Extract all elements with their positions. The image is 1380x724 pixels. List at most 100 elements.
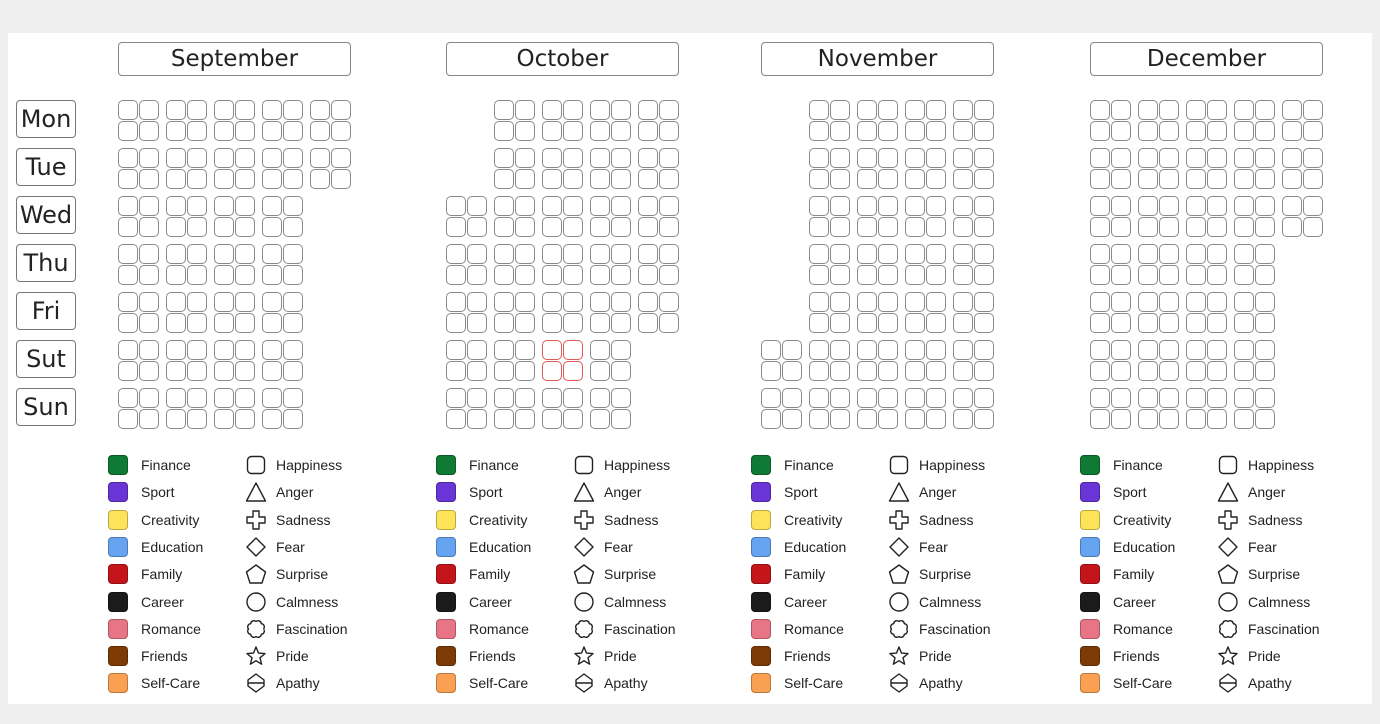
day-quadrant[interactable]	[590, 409, 610, 429]
day-quadrant[interactable]	[1303, 121, 1323, 141]
day-cell[interactable]	[1186, 100, 1228, 142]
day-quadrant[interactable]	[974, 292, 994, 312]
day-quadrant[interactable]	[467, 217, 487, 237]
day-cell[interactable]	[262, 196, 304, 238]
day-quadrant[interactable]	[467, 361, 487, 381]
day-quadrant[interactable]	[659, 148, 679, 168]
day-quadrant[interactable]	[1234, 265, 1254, 285]
day-quadrant[interactable]	[467, 313, 487, 333]
day-quadrant[interactable]	[638, 217, 658, 237]
day-quadrant[interactable]	[166, 196, 186, 216]
day-quadrant[interactable]	[830, 121, 850, 141]
day-quadrant[interactable]	[974, 265, 994, 285]
day-quadrant[interactable]	[857, 217, 877, 237]
day-quadrant[interactable]	[1159, 292, 1179, 312]
day-cell[interactable]	[118, 100, 160, 142]
day-quadrant[interactable]	[1090, 217, 1110, 237]
day-quadrant[interactable]	[638, 121, 658, 141]
day-quadrant[interactable]	[118, 388, 138, 408]
day-cell[interactable]	[857, 148, 899, 190]
day-quadrant[interactable]	[953, 265, 973, 285]
day-quadrant[interactable]	[782, 409, 802, 429]
day-cell-highlighted[interactable]	[542, 340, 584, 382]
day-cell[interactable]	[262, 292, 304, 334]
day-quadrant[interactable]	[139, 313, 159, 333]
day-quadrant[interactable]	[446, 196, 466, 216]
day-quadrant[interactable]	[1234, 121, 1254, 141]
day-cell[interactable]	[1138, 340, 1180, 382]
day-quadrant[interactable]	[1255, 265, 1275, 285]
day-quadrant[interactable]	[139, 148, 159, 168]
day-cell[interactable]	[1282, 196, 1324, 238]
day-quadrant[interactable]	[1111, 244, 1131, 264]
day-quadrant[interactable]	[1138, 313, 1158, 333]
day-quadrant[interactable]	[1282, 196, 1302, 216]
day-quadrant[interactable]	[1159, 148, 1179, 168]
day-quadrant[interactable]	[214, 244, 234, 264]
day-quadrant[interactable]	[542, 148, 562, 168]
day-quadrant[interactable]	[235, 121, 255, 141]
day-quadrant[interactable]	[515, 217, 535, 237]
day-quadrant[interactable]	[809, 361, 829, 381]
day-quadrant[interactable]	[1303, 217, 1323, 237]
day-quadrant[interactable]	[1090, 313, 1110, 333]
day-cell[interactable]	[214, 148, 256, 190]
day-quadrant[interactable]	[563, 313, 583, 333]
day-quadrant[interactable]	[235, 388, 255, 408]
day-quadrant[interactable]	[953, 409, 973, 429]
day-quadrant[interactable]	[1090, 244, 1110, 264]
day-quadrant[interactable]	[1138, 409, 1158, 429]
day-quadrant[interactable]	[446, 388, 466, 408]
day-quadrant[interactable]	[187, 148, 207, 168]
day-quadrant[interactable]	[283, 148, 303, 168]
day-cell[interactable]	[590, 148, 632, 190]
day-cell[interactable]	[809, 292, 851, 334]
day-quadrant[interactable]	[139, 292, 159, 312]
day-cell[interactable]	[542, 100, 584, 142]
day-quadrant[interactable]	[283, 244, 303, 264]
day-quadrant[interactable]	[590, 100, 610, 120]
day-quadrant[interactable]	[1159, 169, 1179, 189]
day-quadrant[interactable]	[166, 340, 186, 360]
day-cell[interactable]	[1282, 148, 1324, 190]
day-cell[interactable]	[1138, 196, 1180, 238]
day-quadrant[interactable]	[542, 340, 562, 360]
day-quadrant[interactable]	[782, 340, 802, 360]
day-quadrant[interactable]	[187, 388, 207, 408]
day-cell[interactable]	[1138, 100, 1180, 142]
day-quadrant[interactable]	[1255, 169, 1275, 189]
day-quadrant[interactable]	[515, 292, 535, 312]
day-cell[interactable]	[953, 148, 995, 190]
day-quadrant[interactable]	[878, 361, 898, 381]
day-quadrant[interactable]	[905, 340, 925, 360]
day-quadrant[interactable]	[611, 121, 631, 141]
day-quadrant[interactable]	[118, 100, 138, 120]
day-quadrant[interactable]	[974, 121, 994, 141]
day-quadrant[interactable]	[563, 388, 583, 408]
day-quadrant[interactable]	[563, 121, 583, 141]
day-quadrant[interactable]	[857, 361, 877, 381]
day-quadrant[interactable]	[542, 292, 562, 312]
day-quadrant[interactable]	[830, 217, 850, 237]
day-cell[interactable]	[1186, 148, 1228, 190]
day-quadrant[interactable]	[1090, 388, 1110, 408]
day-quadrant[interactable]	[214, 148, 234, 168]
day-quadrant[interactable]	[1282, 217, 1302, 237]
day-quadrant[interactable]	[542, 217, 562, 237]
day-cell[interactable]	[590, 196, 632, 238]
day-cell[interactable]	[905, 292, 947, 334]
day-quadrant[interactable]	[262, 340, 282, 360]
day-quadrant[interactable]	[139, 121, 159, 141]
day-quadrant[interactable]	[1207, 265, 1227, 285]
day-quadrant[interactable]	[118, 340, 138, 360]
day-quadrant[interactable]	[1255, 196, 1275, 216]
day-quadrant[interactable]	[166, 100, 186, 120]
day-quadrant[interactable]	[1255, 148, 1275, 168]
day-quadrant[interactable]	[1111, 169, 1131, 189]
day-quadrant[interactable]	[494, 409, 514, 429]
day-cell[interactable]	[446, 292, 488, 334]
day-quadrant[interactable]	[809, 100, 829, 120]
day-quadrant[interactable]	[809, 217, 829, 237]
day-quadrant[interactable]	[1111, 100, 1131, 120]
day-cell[interactable]	[857, 244, 899, 286]
